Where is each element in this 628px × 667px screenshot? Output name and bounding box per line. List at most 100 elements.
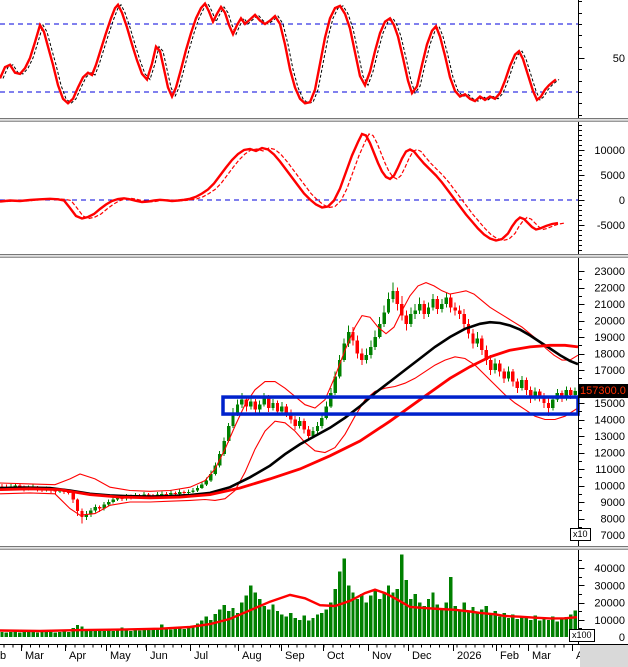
- candle-body: [106, 502, 111, 505]
- x-axis-month-label: Jul: [194, 650, 209, 662]
- y-axis-label: 0: [619, 195, 625, 207]
- candle-body: [355, 340, 360, 354]
- candle-body: [53, 490, 58, 492]
- panel-splitter[interactable]: [0, 118, 628, 122]
- candle-body: [266, 398, 271, 408]
- stochastic-canvas[interactable]: 50: [0, 0, 628, 118]
- candle-body: [475, 338, 480, 344]
- volume-bar: [386, 585, 391, 637]
- candle-body: [284, 406, 289, 413]
- y-axis-label: 20000: [594, 316, 625, 328]
- volume-bar: [191, 626, 195, 637]
- volume-bar: [160, 624, 164, 637]
- volume-bar: [413, 594, 417, 637]
- y-axis-label: 14000: [594, 415, 625, 427]
- candle-body: [75, 499, 80, 512]
- candle-body: [111, 499, 115, 502]
- volume-canvas[interactable]: 40000 30000 20000 10000 0: [0, 550, 628, 644]
- candle-body: [169, 492, 173, 495]
- volume-bar: [382, 592, 386, 637]
- volume-bar: [186, 627, 191, 637]
- y-axis-label: 15000: [594, 398, 625, 410]
- macd-main-line: [0, 132, 559, 242]
- volume-bar: [115, 629, 120, 637]
- volume-bar: [182, 629, 186, 637]
- volume-bar: [511, 614, 515, 637]
- candle-body: [564, 389, 568, 399]
- candle-body: [364, 355, 369, 361]
- x-axis-month-label: Sep: [285, 650, 305, 662]
- volume-bar: [364, 602, 369, 637]
- candle-body: [404, 315, 409, 324]
- candle-body: [13, 485, 18, 487]
- volume-bar: [449, 576, 453, 637]
- candle-body: [280, 406, 284, 412]
- candle-body: [200, 484, 204, 488]
- volume-bar: [253, 592, 257, 637]
- candle-body: [520, 379, 524, 389]
- volume-bar: [502, 612, 506, 637]
- price-multiplier-box: x10: [570, 528, 591, 541]
- volume-multiplier-box: x100: [569, 629, 595, 642]
- macd-panel: 10000 5000 0 -5000: [0, 122, 628, 254]
- volume-bar: [462, 602, 466, 637]
- y-axis-label: 13000: [594, 431, 625, 443]
- volume-bar: [351, 592, 355, 637]
- candle-body: [146, 494, 151, 496]
- volume-bar: [377, 599, 382, 637]
- panel-splitter[interactable]: [0, 254, 628, 258]
- candle-body: [533, 391, 537, 399]
- volume-bar: [89, 630, 93, 637]
- candle-body: [484, 350, 488, 361]
- candle-body: [346, 332, 351, 344]
- candle-body: [306, 429, 311, 436]
- volume-bar: [40, 631, 44, 637]
- volume-bar: [111, 630, 115, 637]
- volume-bar: [320, 612, 324, 637]
- y-axis-label: 23000: [594, 266, 625, 278]
- y-axis-label: 20000: [594, 598, 625, 610]
- macd-canvas[interactable]: 10000 5000 0 -5000: [0, 122, 628, 254]
- volume-bar: [18, 632, 22, 637]
- candle-body: [391, 290, 395, 300]
- candle-body: [449, 297, 453, 308]
- panel-splitter[interactable]: [0, 546, 628, 550]
- volume-bar: [204, 616, 209, 637]
- volume-bar: [391, 592, 395, 637]
- volume-bar: [293, 618, 297, 637]
- volume-bar: [489, 614, 493, 637]
- x-axis-month-label: Dec: [412, 650, 432, 662]
- candle-body: [253, 401, 257, 410]
- volume-bar: [80, 626, 84, 637]
- volume-bar: [569, 614, 573, 637]
- y-axis-label: 7000: [601, 530, 625, 542]
- volume-bar: [315, 614, 320, 637]
- candle-body: [489, 360, 493, 370]
- y-axis-label: 17000: [594, 365, 625, 377]
- volume-bar: [71, 628, 75, 637]
- time-axis-ticks: [0, 644, 628, 651]
- volume-bar: [360, 594, 364, 637]
- candle-body: [164, 493, 169, 495]
- volume-bar: [400, 554, 404, 637]
- candle-body: [195, 487, 200, 491]
- volume-bar: [306, 620, 311, 637]
- candle-body: [497, 363, 502, 372]
- volume-bar: [484, 606, 488, 637]
- y-axis-label: 18000: [594, 349, 625, 361]
- volume-bar: [169, 629, 173, 637]
- volume-bar: [369, 595, 373, 637]
- volume-bar: [417, 602, 422, 637]
- price-canvas[interactable]: 23000 22000 21000 20000 19000 18000 17000 15000…: [0, 258, 628, 546]
- volume-bar: [124, 630, 129, 637]
- volume-bar: [209, 619, 213, 637]
- volume-bar: [31, 632, 35, 637]
- candle-body: [240, 399, 244, 405]
- volume-bar: [66, 631, 71, 637]
- candle-body: [569, 389, 573, 395]
- candle-body: [506, 371, 511, 379]
- y-axis-label: 10000: [594, 481, 625, 493]
- y-axis-label: 9000: [601, 497, 625, 509]
- candle-body: [315, 426, 320, 432]
- volume-bar: [546, 619, 551, 637]
